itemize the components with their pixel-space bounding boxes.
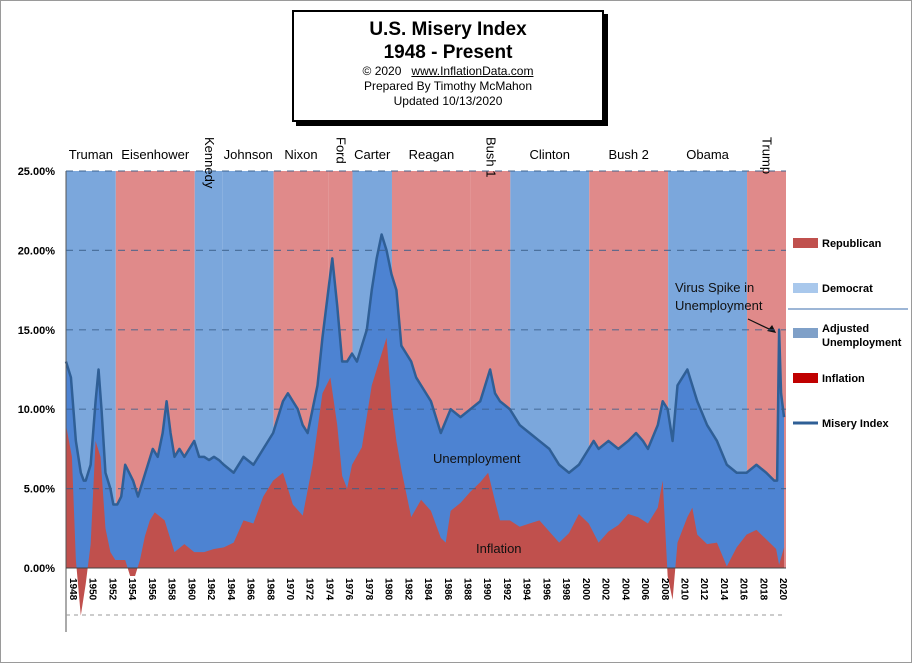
- annotation-inflation: Inflation: [476, 541, 522, 556]
- president-label: Bush 2: [608, 147, 648, 162]
- legend-label: Misery Index: [822, 418, 890, 430]
- x-tick-label: 1982: [402, 578, 413, 601]
- x-tick-label: 2004: [619, 578, 630, 601]
- chart-title: U.S. Misery Index: [369, 19, 527, 40]
- x-tick-label: 2014: [718, 578, 729, 601]
- x-tick-label: 1968: [264, 578, 275, 601]
- x-tick-label: 1952: [106, 578, 117, 601]
- legend-label: Democrat: [822, 283, 873, 295]
- updated-date: Updated 10/13/2020: [393, 94, 503, 108]
- legend-swatch: [793, 283, 818, 293]
- prepared-by: Prepared By Timothy McMahon: [363, 79, 533, 93]
- legend-label: Republican: [822, 238, 882, 250]
- y-tick-label: 25.00%: [18, 166, 56, 178]
- x-tick-label: 2016: [738, 578, 749, 601]
- x-tick-label: 1996: [540, 578, 551, 601]
- legend-label: Unemployment: [822, 337, 902, 349]
- president-label: Truman: [69, 147, 113, 162]
- chart-subtitle: 1948 - Present: [383, 42, 513, 63]
- x-tick-label: 1954: [126, 578, 137, 601]
- x-tick-label: 1948: [67, 578, 78, 601]
- website-link[interactable]: www.InflationData.com: [411, 64, 534, 78]
- unemployment-area: [66, 234, 785, 568]
- x-tick-label: 1972: [304, 578, 315, 601]
- chart-title-box: U.S. Misery Index 1948 - Present © 2020 …: [292, 10, 604, 122]
- x-tick-label: 2020: [777, 578, 788, 601]
- y-tick-label: 5.00%: [24, 484, 55, 496]
- president-label: Trump: [760, 137, 775, 174]
- y-tick-label: 10.00%: [18, 404, 56, 416]
- x-tick-label: 1980: [383, 578, 394, 601]
- annotation-virus-spike: Virus Spike in: [675, 280, 754, 295]
- legend-label: Adjusted: [822, 323, 869, 335]
- president-label: Ford: [333, 137, 348, 164]
- x-tick-label: 1974: [323, 578, 334, 601]
- x-tick-label: 1978: [363, 578, 374, 601]
- president-label: Obama: [686, 147, 729, 162]
- x-tick-label: 1950: [87, 578, 98, 601]
- x-tick-label: 1962: [205, 578, 216, 601]
- x-tick-label: 1988: [462, 578, 473, 601]
- x-tick-label: 1986: [442, 578, 453, 601]
- x-tick-label: 1994: [521, 578, 532, 601]
- x-tick-label: 2006: [639, 578, 650, 601]
- x-tick-label: 2010: [679, 578, 690, 601]
- x-tick-label: 1964: [225, 578, 236, 601]
- annotation-arrowhead: [767, 324, 777, 333]
- annotation-unemployment: Unemployment: [433, 451, 521, 466]
- x-tick-label: 1992: [501, 578, 512, 601]
- x-tick-label: 2000: [580, 578, 591, 601]
- y-tick-label: 0.00%: [24, 563, 55, 575]
- president-label: Bush 1: [484, 137, 499, 177]
- x-tick-label: 1966: [245, 578, 256, 601]
- president-label: Nixon: [284, 147, 317, 162]
- x-tick-label: 1960: [185, 578, 196, 601]
- inflation-area: [66, 337, 785, 616]
- president-label: Carter: [354, 147, 391, 162]
- x-tick-label: 2002: [600, 578, 611, 601]
- president-label: Johnson: [224, 147, 273, 162]
- president-label: Reagan: [409, 147, 455, 162]
- legend-swatch: [793, 373, 818, 383]
- x-tick-label: 1998: [560, 578, 571, 601]
- president-label: Clinton: [530, 147, 570, 162]
- x-tick-label: 1970: [284, 578, 295, 601]
- x-tick-label: 1956: [146, 578, 157, 601]
- legend-swatch: [793, 238, 818, 248]
- y-tick-label: 20.00%: [18, 245, 56, 257]
- president-label: Eisenhower: [121, 147, 190, 162]
- x-tick-label: 1984: [422, 578, 433, 601]
- legend-swatch: [793, 328, 818, 338]
- copyright-text: © 2020: [362, 64, 402, 78]
- y-tick-label: 15.00%: [18, 325, 56, 337]
- x-tick-label: 1976: [343, 578, 354, 601]
- president-label: Kennedy: [202, 137, 217, 189]
- annotation-virus-spike: Unemployment: [675, 298, 763, 313]
- x-tick-label: 1990: [481, 578, 492, 601]
- x-tick-label: 2008: [659, 578, 670, 601]
- x-tick-label: 2018: [757, 578, 768, 601]
- x-tick-label: 1958: [166, 578, 177, 601]
- legend-label: Inflation: [822, 373, 865, 385]
- x-tick-label: 2012: [698, 578, 709, 601]
